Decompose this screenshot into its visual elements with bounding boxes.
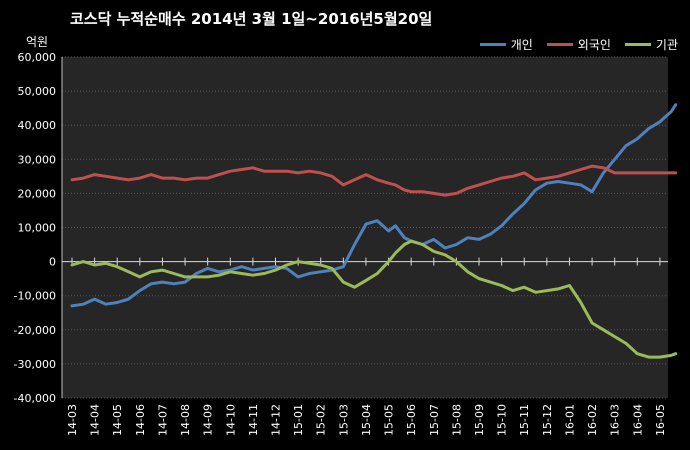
x-tick-label: 15-04 bbox=[360, 404, 373, 436]
x-tick-label: 14-09 bbox=[202, 404, 215, 436]
x-tick-label: 16-01 bbox=[563, 404, 576, 436]
legend-label-individual: 개인 bbox=[510, 38, 533, 52]
x-tick-label: 14-03 bbox=[66, 404, 79, 436]
x-tick-label: 14-05 bbox=[111, 404, 124, 436]
x-tick-label: 16-05 bbox=[654, 404, 667, 436]
x-tick-label: 14-12 bbox=[270, 404, 283, 436]
x-tick-label: 15-08 bbox=[450, 404, 463, 436]
y-tick-label: 10,000 bbox=[18, 222, 57, 235]
series-line-2 bbox=[70, 239, 678, 359]
y-tick-label: 60,000 bbox=[18, 51, 57, 64]
y-unit-label: 억원 bbox=[26, 35, 49, 49]
y-tick-label: 40,000 bbox=[18, 119, 57, 132]
legend-item-institution: 기관 bbox=[624, 36, 678, 53]
y-tick-label: 30,000 bbox=[18, 153, 57, 166]
y-tick-label: 50,000 bbox=[18, 85, 57, 98]
legend-item-foreign: 외국인 bbox=[546, 36, 611, 53]
x-tick-label: 15-11 bbox=[518, 404, 531, 436]
x-tick-label: 15-09 bbox=[473, 404, 486, 436]
x-tick-label: 15-10 bbox=[496, 404, 509, 436]
y-tick-label: -30,000 bbox=[14, 358, 56, 371]
x-tick-label: 15-06 bbox=[405, 404, 418, 436]
x-tick-label: 14-06 bbox=[134, 404, 147, 436]
legend-label-institution: 기관 bbox=[655, 38, 678, 52]
y-tick-label: -10,000 bbox=[14, 290, 56, 303]
x-tick-label: 14-10 bbox=[224, 404, 237, 436]
x-tick-label: 16-04 bbox=[631, 404, 644, 436]
x-tick-label: 15-12 bbox=[541, 404, 554, 436]
legend-label-foreign: 외국인 bbox=[577, 38, 611, 52]
series-line-0 bbox=[70, 103, 678, 308]
legend-swatch-individual bbox=[479, 43, 506, 46]
x-tick-label: 14-07 bbox=[156, 404, 169, 436]
x-tick-label: 14-04 bbox=[89, 404, 102, 436]
x-tick-label: 14-11 bbox=[247, 404, 260, 436]
legend-item-individual: 개인 bbox=[479, 36, 533, 53]
chart-title: 코스닥 누적순매수 2014년 3월 1일~2016년5월20일 bbox=[70, 10, 433, 28]
x-tick-label: 15-01 bbox=[292, 404, 305, 436]
y-tick-label: 0 bbox=[49, 256, 56, 269]
legend: 개인 외국인 기관 bbox=[479, 36, 678, 53]
x-tick-label: 16-02 bbox=[586, 404, 599, 436]
x-tick-label: 15-02 bbox=[315, 404, 328, 436]
series-line-1 bbox=[70, 164, 678, 197]
x-tick-label: 15-07 bbox=[428, 404, 441, 436]
legend-swatch-foreign bbox=[546, 43, 573, 46]
y-tick-label: -40,000 bbox=[14, 392, 56, 405]
x-tick-label: 16-03 bbox=[609, 404, 622, 436]
y-tick-label: -20,000 bbox=[14, 324, 56, 337]
legend-swatch-institution bbox=[624, 43, 651, 46]
x-tick-label: 14-08 bbox=[179, 404, 192, 436]
y-tick-label: 20,000 bbox=[18, 187, 57, 200]
x-tick-label: 15-05 bbox=[383, 404, 396, 436]
x-tick-label: 15-03 bbox=[337, 404, 350, 436]
